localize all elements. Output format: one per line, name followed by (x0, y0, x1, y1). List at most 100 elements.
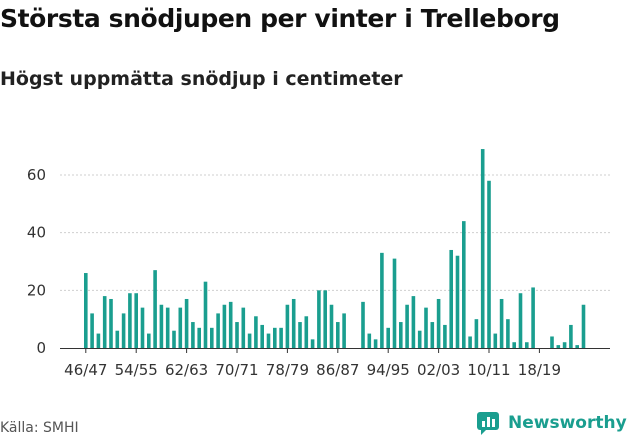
bar (134, 293, 138, 348)
bar (90, 313, 94, 348)
x-tick-label: 10/11 (467, 361, 510, 379)
chart-title: Största snödjupen per vinter i Trellebor… (0, 4, 560, 33)
bar (449, 249, 453, 348)
bar (115, 330, 120, 348)
bar (424, 307, 428, 348)
x-tick-label: 70/71 (215, 361, 258, 379)
gridlines (60, 174, 610, 291)
bar (581, 304, 586, 348)
y-tick-label: 40 (27, 224, 46, 242)
x-tick-label: 94/95 (367, 361, 410, 379)
bar (128, 293, 132, 348)
bar (411, 296, 416, 348)
bar (386, 327, 390, 348)
bar (525, 342, 529, 348)
y-axis-tick-labels: 0 20 40 60 (27, 166, 46, 357)
bar (216, 313, 220, 348)
bar (468, 336, 472, 348)
bar (493, 333, 498, 348)
source-note: Källa: SMHI (0, 420, 79, 436)
bar (487, 180, 491, 348)
bar (159, 304, 164, 348)
bar (165, 307, 170, 348)
bar (399, 322, 403, 348)
y-tick-label: 20 (27, 281, 46, 299)
bar (361, 301, 365, 348)
bar (443, 324, 447, 348)
x-tick-label: 02/03 (417, 361, 460, 379)
chart-bubble-icon (477, 412, 499, 435)
bar (336, 322, 340, 348)
bar (323, 290, 327, 348)
bar (203, 281, 208, 348)
bar (480, 149, 485, 348)
bar (178, 307, 183, 348)
bar (153, 270, 157, 348)
bar (317, 290, 321, 348)
bar (109, 298, 113, 348)
x-tick-label: 86/87 (316, 361, 359, 379)
bar (140, 307, 145, 348)
brand-name: Newsworthy (508, 413, 627, 433)
bar (455, 255, 460, 348)
bar (436, 298, 441, 348)
chart-subtitle: Högst uppmätta snödjup i centimeter (0, 68, 403, 90)
bar (430, 322, 435, 348)
bar (550, 336, 554, 348)
bar (474, 319, 479, 348)
bar (273, 327, 277, 348)
bar (172, 330, 176, 348)
bar (298, 322, 302, 348)
bar (506, 319, 510, 348)
bar (499, 298, 504, 348)
bars (84, 149, 586, 348)
bar (518, 293, 523, 348)
bar (285, 304, 290, 348)
bar (310, 339, 315, 348)
bar (291, 298, 296, 348)
bar (247, 333, 252, 348)
bar (367, 333, 372, 348)
bar (279, 327, 283, 348)
bar (222, 304, 227, 348)
bar (266, 333, 271, 348)
bar (342, 313, 346, 348)
x-tick-label: 54/55 (115, 361, 158, 379)
bar (84, 273, 88, 348)
newsworthy-logo[interactable]: Newsworthy (476, 409, 627, 437)
bar (235, 322, 239, 348)
bar (121, 313, 126, 348)
x-tick-label: 18/19 (518, 361, 561, 379)
bar (405, 304, 409, 348)
bar (531, 287, 535, 348)
y-tick-label: 60 (27, 166, 46, 184)
bar (373, 339, 378, 348)
bar (96, 333, 101, 348)
bar (102, 296, 107, 348)
bar (462, 221, 466, 348)
bar (260, 324, 264, 348)
bar-chart: 0 20 40 60 46/47 54/55 62/63 70/71 78/79 86/87 94… (27, 149, 610, 379)
x-tick-label: 46/47 (64, 361, 107, 379)
bar (329, 304, 334, 348)
bar (197, 327, 201, 348)
bar (392, 258, 397, 348)
y-tick-label: 0 (36, 339, 46, 357)
bar (380, 252, 384, 348)
bar (512, 342, 516, 348)
x-tick-label: 78/79 (266, 361, 309, 379)
bar (556, 345, 561, 348)
bar (304, 316, 309, 348)
bar (210, 327, 214, 348)
bar (575, 345, 579, 348)
x-tick-label: 62/63 (165, 361, 208, 379)
bar (241, 307, 246, 348)
bar (569, 324, 573, 348)
bar (184, 298, 189, 348)
bar (562, 342, 567, 348)
x-axis-ticks: 46/47 54/55 62/63 70/71 78/79 86/87 94/95 02/03… (64, 348, 561, 379)
bar (147, 333, 151, 348)
bar (417, 330, 422, 348)
bar (191, 322, 195, 348)
bar (228, 301, 233, 348)
